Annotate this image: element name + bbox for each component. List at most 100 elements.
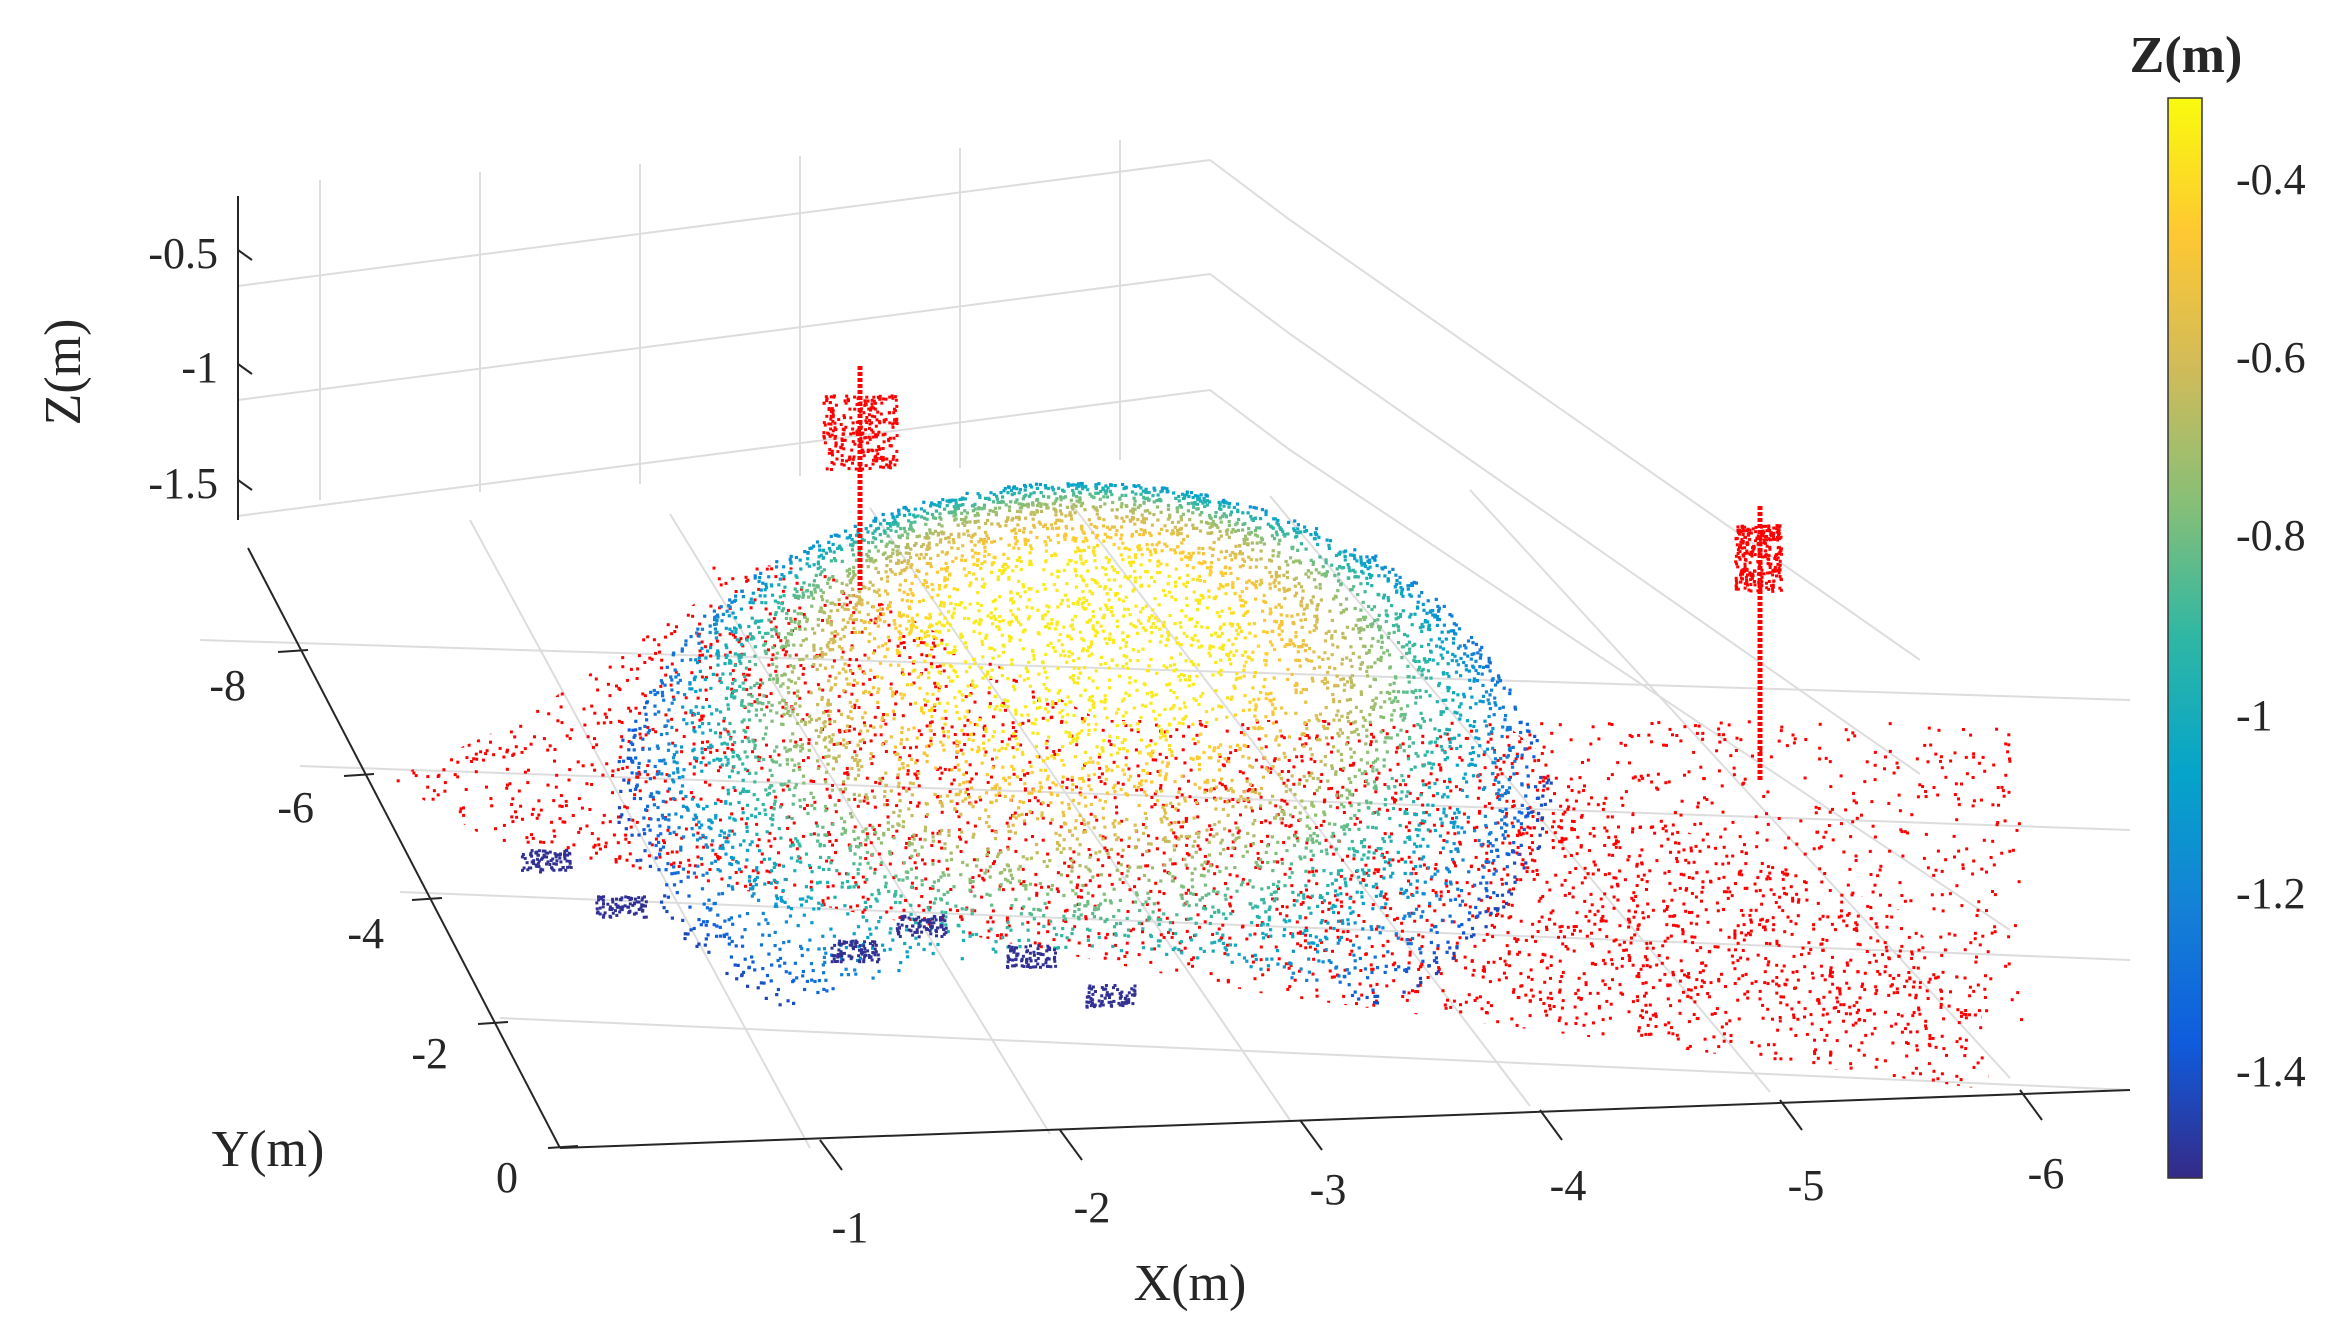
ground-point	[1695, 1096, 1698, 1099]
ground-point	[586, 662, 590, 666]
ground-point	[406, 1060, 410, 1064]
ground-point	[1573, 578, 1577, 582]
ground-point	[1376, 870, 1380, 873]
ground-point	[1636, 927, 1640, 931]
ground-point	[426, 775, 430, 779]
ground-point	[1331, 1040, 1335, 1044]
ground-point	[926, 1000, 930, 1004]
ground-point	[1961, 712, 1965, 716]
ground-point	[846, 1064, 850, 1068]
ground-point	[506, 1097, 509, 1100]
ground-point	[1047, 681, 1051, 685]
ground-point	[1680, 1062, 1684, 1065]
ground-point	[1692, 860, 1696, 864]
ground-point	[758, 683, 762, 687]
ground-point	[1773, 731, 1777, 735]
ground-point	[1233, 707, 1237, 711]
ground-point	[1643, 762, 1647, 766]
ground-point	[791, 1050, 795, 1054]
ground-point	[1777, 943, 1781, 947]
ground-point	[620, 735, 624, 739]
ground-point	[1330, 648, 1334, 652]
ground-point	[658, 550, 661, 553]
ground-point	[513, 735, 517, 739]
ground-point	[854, 1060, 858, 1064]
ground-point	[1944, 810, 1948, 814]
ground-point	[1085, 612, 1089, 616]
ground-point	[457, 715, 461, 719]
ground-point	[1870, 655, 1874, 659]
ground-point	[806, 756, 810, 760]
ground-point	[1768, 871, 1772, 875]
ground-point	[1800, 568, 1804, 572]
ground-point	[556, 719, 560, 723]
ground-point	[1187, 1025, 1191, 1029]
ground-point	[1060, 587, 1063, 591]
ground-point	[447, 980, 451, 984]
ground-point	[520, 600, 524, 604]
ground-point	[1876, 1093, 1879, 1096]
ground-point	[1860, 662, 1864, 666]
ground-point	[1464, 903, 1467, 907]
ground-point	[881, 776, 885, 780]
ground-point	[1034, 600, 1038, 603]
ground-point	[1743, 668, 1747, 672]
ground-point	[1558, 980, 1562, 984]
ground-point	[1827, 800, 1831, 804]
ground-point	[1575, 1016, 1579, 1020]
ground-point	[920, 895, 924, 898]
ground-point	[733, 789, 737, 792]
ground-point	[897, 1042, 900, 1046]
ground-point	[1013, 976, 1017, 980]
ground-point	[760, 852, 764, 856]
ground-point	[449, 883, 453, 887]
ground-point	[1795, 970, 1799, 973]
ground-point	[1749, 929, 1753, 933]
ground-point	[1087, 543, 1090, 546]
ground-point	[1681, 1088, 1684, 1090]
ground-point	[1982, 778, 1986, 782]
ground-point	[753, 598, 757, 602]
ground-point	[992, 715, 995, 719]
ground-point	[890, 986, 894, 990]
ground-point	[1713, 1052, 1716, 1056]
ground-point	[1468, 905, 1472, 909]
ground-point	[1884, 945, 1888, 949]
ground-point	[928, 906, 932, 910]
ground-point	[578, 589, 581, 593]
ground-point	[1360, 1069, 1364, 1073]
ground-point	[467, 842, 471, 846]
ground-point	[504, 634, 508, 638]
ground-point	[390, 1081, 392, 1084]
ground-point	[718, 633, 722, 637]
ground-point	[583, 560, 587, 562]
ground-point	[449, 636, 453, 640]
ground-point	[1295, 836, 1299, 840]
ground-point	[1224, 595, 1228, 599]
ground-point	[590, 783, 594, 786]
ground-point	[810, 880, 813, 884]
ground-point	[1963, 912, 1967, 916]
ground-point	[1667, 1031, 1671, 1035]
ground-point	[1757, 1044, 1761, 1048]
ground-point	[1280, 821, 1284, 825]
ground-point	[1386, 1093, 1389, 1096]
ground-point	[908, 656, 912, 659]
ground-point	[1556, 642, 1560, 646]
ground-point	[914, 745, 918, 749]
ground-point	[1531, 935, 1534, 939]
ground-point	[1174, 756, 1178, 760]
ground-point	[1822, 620, 1825, 624]
ground-point	[1209, 972, 1213, 976]
ground-point	[1752, 674, 1756, 678]
ground-point	[1951, 557, 1954, 560]
ground-point	[1940, 561, 1944, 564]
ground-point	[620, 721, 624, 724]
ground-point	[1150, 796, 1154, 799]
ground-point	[540, 996, 544, 1000]
ground-point	[760, 860, 764, 864]
ground-point	[697, 553, 700, 556]
ground-point	[1194, 1079, 1198, 1083]
ground-point	[1731, 854, 1735, 858]
ground-point	[1910, 952, 1914, 956]
